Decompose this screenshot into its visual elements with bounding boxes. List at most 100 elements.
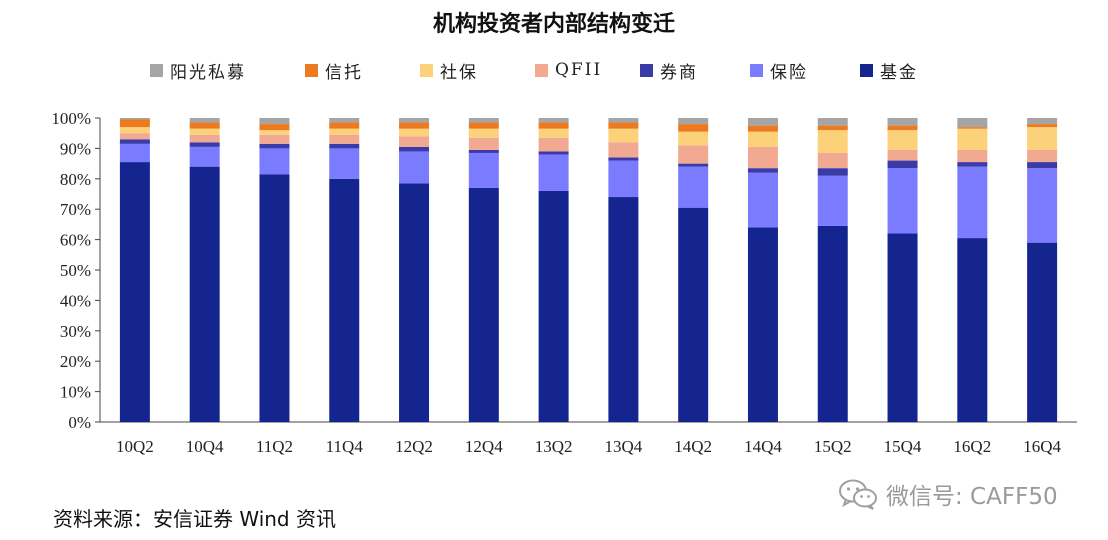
bar-segment	[259, 130, 290, 135]
bar-segment	[538, 154, 569, 191]
bar-segment	[1027, 127, 1058, 150]
y-tick-label: 60%	[60, 231, 91, 250]
legend-label: QFII	[555, 60, 603, 80]
bar-segment	[608, 197, 639, 422]
x-tick-label: 16Q4	[1023, 437, 1061, 456]
bar-segment	[329, 134, 360, 144]
bar-segment	[189, 166, 220, 422]
legend-label: 阳光私募	[170, 62, 246, 83]
bar-segment	[259, 148, 290, 175]
bar-segment	[468, 118, 499, 123]
bar-segment	[957, 238, 988, 422]
bar-segment	[678, 118, 709, 125]
bar-segment	[608, 128, 639, 143]
bar-segment	[399, 136, 430, 147]
legend-label: 券商	[660, 62, 698, 83]
bar-segment	[119, 162, 150, 422]
bar-segment	[747, 168, 778, 173]
x-tick-label: 13Q2	[535, 437, 573, 456]
bar-segment	[747, 146, 778, 169]
bar-segment	[119, 143, 150, 163]
bar-segment	[119, 139, 150, 144]
y-tick-label: 40%	[60, 291, 91, 310]
y-tick-label: 100%	[51, 109, 91, 128]
y-tick-label: 50%	[60, 261, 91, 280]
y-tick-labels: 0% 10% 20% 30% 40% 50% 60% 70% 80% 90% 100%	[51, 109, 91, 432]
bar-segment	[887, 118, 918, 126]
x-tick-label: 13Q4	[605, 437, 643, 456]
bar-segment	[119, 118, 150, 120]
bar-segment	[189, 122, 220, 129]
bar-segment	[608, 118, 639, 123]
bars	[119, 118, 1058, 422]
legend-item: 基金	[860, 57, 918, 83]
bar-segment	[678, 163, 709, 167]
bar-segment	[329, 122, 360, 129]
legend-swatch	[640, 63, 653, 77]
bar-segment	[887, 160, 918, 169]
legend-swatch	[305, 63, 318, 77]
x-tick-label: 11Q2	[256, 437, 293, 456]
bar-segment	[329, 178, 360, 422]
x-tick-label: 15Q2	[814, 437, 852, 456]
bar-segment	[399, 151, 430, 184]
bar-segment	[468, 149, 499, 153]
y-tick-label: 90%	[60, 139, 91, 158]
bar-segment	[817, 175, 848, 226]
legend-label: 信托	[325, 62, 363, 83]
chart-title: 机构投资者内部结构变迁	[432, 12, 675, 37]
x-tick-labels: 10Q2 10Q4 11Q2 11Q4 12Q2 12Q4 13Q2 13Q4 14Q2 14Q4…	[116, 437, 1061, 456]
legend-item: 信托	[305, 57, 363, 83]
y-tick-label: 0%	[68, 413, 91, 432]
x-tick-label: 10Q4	[186, 437, 224, 456]
legend-item: 社保	[420, 57, 478, 83]
bar-segment	[399, 118, 430, 123]
bar-segment	[817, 125, 848, 131]
bar-segment	[887, 233, 918, 422]
x-tick-label: 11Q4	[326, 437, 364, 456]
bar-segment	[1027, 168, 1058, 243]
bar-segment	[468, 122, 499, 129]
bar-segment	[747, 227, 778, 422]
bar-segment	[957, 149, 988, 163]
bar-segment	[119, 127, 150, 134]
bar-segment	[678, 131, 709, 146]
bar-segment	[538, 122, 569, 129]
bar-segment	[259, 143, 290, 149]
y-tick-label: 20%	[60, 352, 91, 371]
bar-segment	[329, 148, 360, 179]
bar-segment	[399, 183, 430, 422]
bar-segment	[887, 130, 918, 150]
legend-item: 券商	[640, 57, 698, 83]
legend-swatch	[860, 63, 873, 77]
bar-segment	[1027, 149, 1058, 163]
y-tick-label: 10%	[60, 383, 91, 402]
bar-segment	[678, 145, 709, 164]
bar-segment	[608, 122, 639, 129]
bar-segment	[468, 128, 499, 138]
bar-segment	[887, 149, 918, 161]
bar-segment	[189, 146, 220, 167]
bar-segment	[817, 130, 848, 153]
bar-segment	[329, 143, 360, 149]
legend-label: 保险	[770, 62, 808, 83]
bar-segment	[1027, 118, 1058, 125]
bar-segment	[259, 124, 290, 131]
bar-segment	[678, 124, 709, 132]
bar-segment	[747, 172, 778, 228]
legend-swatch	[420, 63, 433, 77]
bar-segment	[399, 128, 430, 137]
bar-segment	[887, 168, 918, 234]
bar-segment	[538, 151, 569, 155]
bar-segment	[329, 118, 360, 123]
bar-segment	[189, 118, 220, 123]
watermark-text: 微信号: CAFF50	[886, 484, 1058, 510]
bar-segment	[817, 168, 848, 176]
legend-swatch	[150, 63, 163, 77]
legend-label: 社保	[440, 62, 478, 83]
bar-segment	[189, 128, 220, 135]
x-tick-label: 14Q2	[674, 437, 712, 456]
bar-segment	[957, 118, 988, 128]
legend-swatch	[750, 63, 763, 77]
bar-segment	[678, 166, 709, 208]
